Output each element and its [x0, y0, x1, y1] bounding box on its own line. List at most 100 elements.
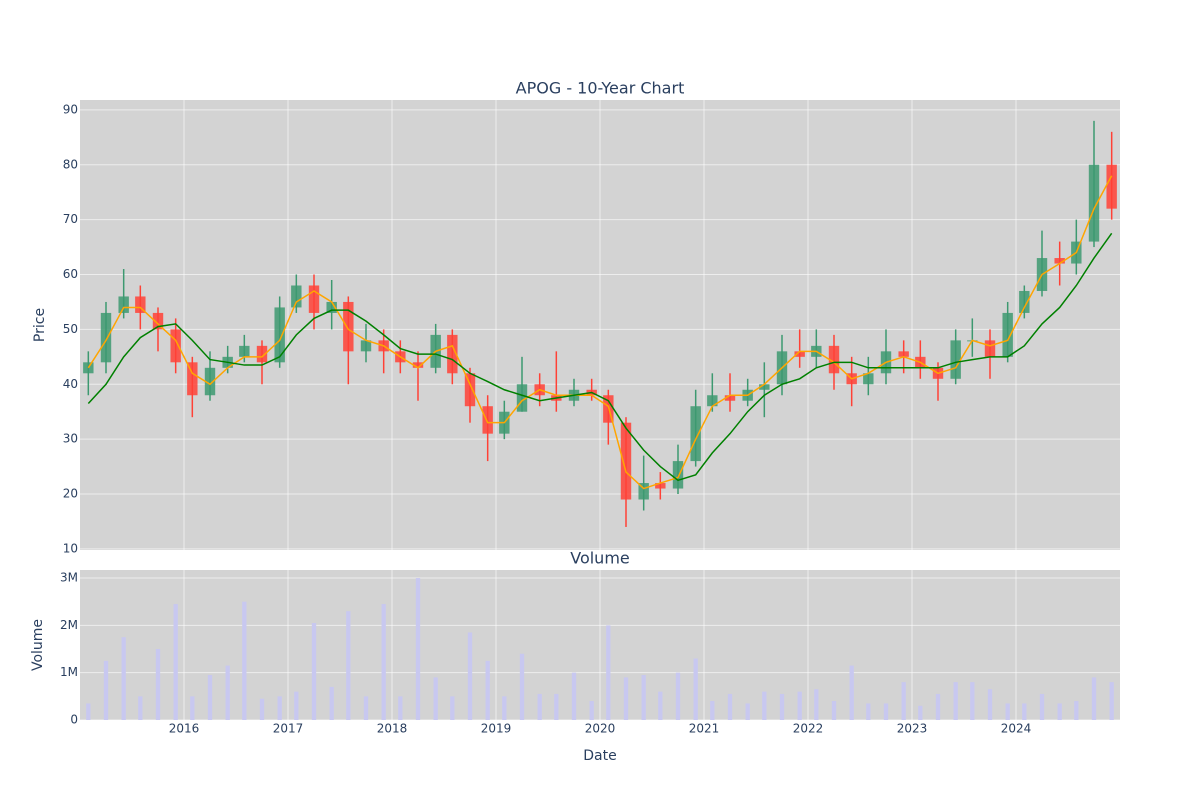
candle-body: [360, 340, 372, 352]
volume-bar: [606, 625, 611, 720]
volume-bar: [589, 701, 594, 720]
y-axis-title: Volume: [30, 619, 46, 671]
volume-bar: [623, 677, 629, 720]
candle-body: [118, 296, 129, 313]
candle-body: [326, 301, 337, 313]
candle-body: [516, 384, 528, 412]
y-tick-label: 90: [63, 102, 78, 116]
volume-bar: [86, 703, 91, 720]
candle-body: [1019, 290, 1030, 313]
y-tick-label: 50: [63, 322, 78, 336]
x-tick-label: 2022: [793, 722, 824, 736]
volume-bar: [450, 696, 455, 720]
volume-bar: [381, 604, 386, 720]
volume-bar: [1005, 703, 1010, 720]
moving-average-line: [87, 232, 1113, 482]
moving-average-line: [87, 175, 1113, 490]
volume-bar: [259, 698, 265, 720]
volume-bar: [242, 601, 247, 720]
x-tick-label: 2017: [273, 722, 304, 736]
volume-bar: [329, 686, 334, 720]
candle-body: [447, 334, 458, 374]
candle-body: [239, 345, 250, 357]
candle-body: [759, 384, 770, 390]
candle-body: [863, 373, 874, 385]
candle-body: [672, 461, 684, 489]
volume-bar: [935, 693, 941, 720]
grid-layer: [80, 100, 1120, 721]
volume-bar: [311, 622, 317, 720]
volume-bar: [883, 703, 889, 720]
volume-bar: [866, 703, 871, 720]
volume-bar: [398, 696, 403, 720]
volume-bar: [710, 701, 715, 720]
volume-bar: [294, 691, 299, 720]
x-tick-label: 2021: [689, 722, 720, 736]
volume-bar: [745, 703, 750, 720]
candle-body: [482, 406, 493, 434]
chart-title: APOG - 10-Year Chart: [516, 79, 685, 98]
candle-body: [984, 340, 996, 357]
y-axis-title: Price: [32, 308, 48, 342]
volume-bar: [970, 682, 975, 720]
volume-bar: [1039, 693, 1045, 720]
volume-bar: [641, 675, 646, 720]
y-tick-label: 80: [63, 157, 78, 171]
volume-bar: [814, 689, 819, 720]
x-tick-label: 2018: [377, 722, 408, 736]
y-tick-label: 10: [63, 541, 78, 555]
candle-body: [135, 296, 146, 313]
volume-bar: [537, 693, 542, 720]
y-tick-label: 20: [63, 487, 78, 501]
volume-bar: [554, 693, 559, 720]
candle-body: [464, 373, 476, 407]
volume-bar: [207, 675, 213, 720]
volume-bar: [103, 660, 109, 720]
volume-bar: [918, 705, 923, 720]
candle-body: [170, 329, 181, 363]
volume-title: Volume: [570, 549, 630, 568]
candle-body: [690, 406, 701, 462]
candle-body: [152, 312, 164, 330]
volume-bar: [121, 637, 126, 720]
volume-bar: [277, 696, 282, 720]
volume-bar: [658, 691, 663, 720]
volume-bar: [762, 691, 767, 720]
candle-body: [707, 395, 718, 407]
x-tick-label: 2019: [481, 722, 512, 736]
candle-body: [1106, 164, 1117, 209]
candle-body: [187, 362, 198, 396]
x-tick-label: 2020: [585, 722, 616, 736]
volume-bar: [693, 658, 698, 720]
y-tick-label: 60: [63, 267, 78, 281]
volume-bar: [953, 682, 958, 720]
volume-bar: [519, 653, 525, 720]
volume-bar: [363, 696, 369, 720]
volume-bar: [675, 672, 681, 720]
volume-bar: [190, 696, 195, 720]
x-tick-label: 2024: [1001, 722, 1032, 736]
volume-bar: [502, 696, 507, 720]
candle-body: [950, 340, 961, 379]
y-tick-label: 3M: [60, 571, 78, 585]
volume-bar: [1091, 677, 1097, 720]
candle-body: [898, 351, 909, 357]
candle-body: [308, 285, 320, 313]
candle-body: [828, 345, 840, 374]
volume-bar: [1022, 703, 1027, 720]
volume-bar: [797, 691, 802, 720]
x-axis-title: Date: [583, 748, 616, 764]
candle-body: [1054, 258, 1065, 264]
candle-body: [794, 351, 805, 357]
candle-body: [620, 422, 632, 500]
candle-body: [1002, 312, 1013, 357]
candle-body: [1088, 164, 1100, 242]
volume-bar: [346, 611, 351, 720]
volume-bar: [433, 677, 438, 720]
candle-body: [204, 367, 216, 396]
candle-body: [274, 307, 285, 363]
y-tick-label: 0: [70, 713, 78, 727]
volume-bar: [901, 682, 906, 720]
volume-bar: [1057, 703, 1062, 720]
